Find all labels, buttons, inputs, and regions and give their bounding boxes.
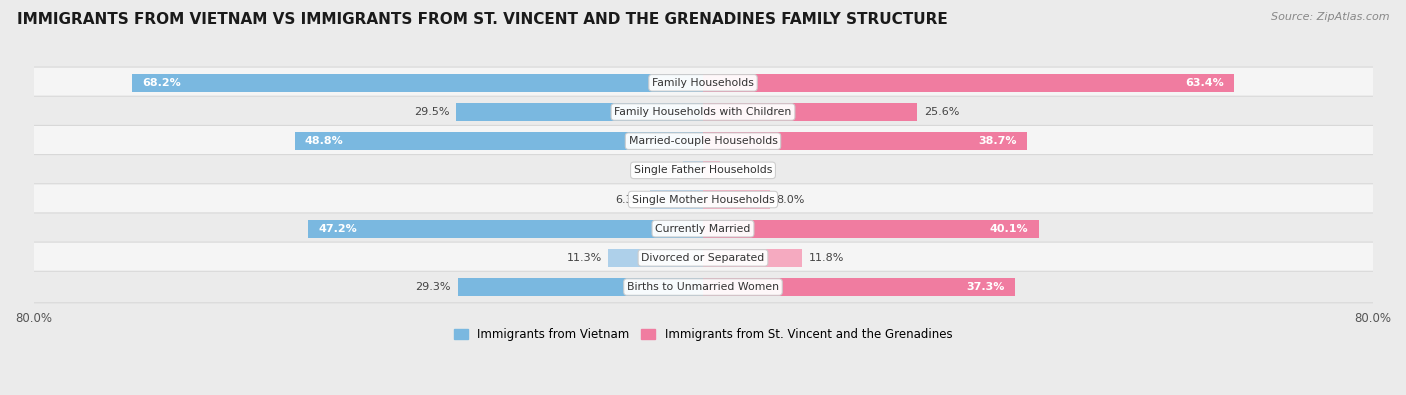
Text: Divorced or Separated: Divorced or Separated — [641, 253, 765, 263]
Bar — [703, 161, 720, 179]
Text: 63.4%: 63.4% — [1185, 78, 1223, 88]
Text: Births to Unmarried Women: Births to Unmarried Women — [627, 282, 779, 292]
Text: 48.8%: 48.8% — [305, 136, 343, 146]
Bar — [703, 74, 1233, 92]
Text: Family Households with Children: Family Households with Children — [614, 107, 792, 117]
Text: 6.3%: 6.3% — [616, 194, 644, 205]
Bar — [609, 249, 703, 267]
Text: 8.0%: 8.0% — [776, 194, 806, 205]
FancyBboxPatch shape — [25, 67, 1381, 99]
FancyBboxPatch shape — [25, 242, 1381, 274]
Bar — [683, 161, 703, 179]
Text: Married-couple Households: Married-couple Households — [628, 136, 778, 146]
Text: IMMIGRANTS FROM VIETNAM VS IMMIGRANTS FROM ST. VINCENT AND THE GRENADINES FAMILY: IMMIGRANTS FROM VIETNAM VS IMMIGRANTS FR… — [17, 12, 948, 27]
Bar — [703, 103, 917, 121]
Text: Source: ZipAtlas.com: Source: ZipAtlas.com — [1271, 12, 1389, 22]
Legend: Immigrants from Vietnam, Immigrants from St. Vincent and the Grenadines: Immigrants from Vietnam, Immigrants from… — [449, 323, 957, 346]
Text: 68.2%: 68.2% — [142, 78, 181, 88]
Text: 38.7%: 38.7% — [979, 136, 1017, 146]
FancyBboxPatch shape — [25, 213, 1381, 245]
Bar — [703, 132, 1026, 150]
Bar — [456, 103, 703, 121]
Bar — [703, 249, 801, 267]
Text: 29.5%: 29.5% — [413, 107, 450, 117]
Text: Currently Married: Currently Married — [655, 224, 751, 234]
Text: 25.6%: 25.6% — [924, 107, 959, 117]
Text: 2.4%: 2.4% — [648, 166, 676, 175]
Text: 47.2%: 47.2% — [318, 224, 357, 234]
FancyBboxPatch shape — [25, 184, 1381, 215]
Bar — [703, 278, 1015, 296]
Text: 11.3%: 11.3% — [567, 253, 602, 263]
Bar — [458, 278, 703, 296]
Bar — [308, 220, 703, 238]
Bar — [295, 132, 703, 150]
Bar — [703, 190, 770, 209]
Text: Single Mother Households: Single Mother Households — [631, 194, 775, 205]
FancyBboxPatch shape — [25, 154, 1381, 186]
Text: Single Father Households: Single Father Households — [634, 166, 772, 175]
Bar — [651, 190, 703, 209]
Text: Family Households: Family Households — [652, 78, 754, 88]
Text: 37.3%: 37.3% — [967, 282, 1005, 292]
Bar — [132, 74, 703, 92]
FancyBboxPatch shape — [25, 96, 1381, 128]
FancyBboxPatch shape — [25, 126, 1381, 157]
FancyBboxPatch shape — [25, 271, 1381, 303]
Text: 40.1%: 40.1% — [990, 224, 1029, 234]
Text: 29.3%: 29.3% — [416, 282, 451, 292]
Text: 2.0%: 2.0% — [727, 166, 755, 175]
Text: 11.8%: 11.8% — [808, 253, 844, 263]
Bar — [703, 220, 1039, 238]
